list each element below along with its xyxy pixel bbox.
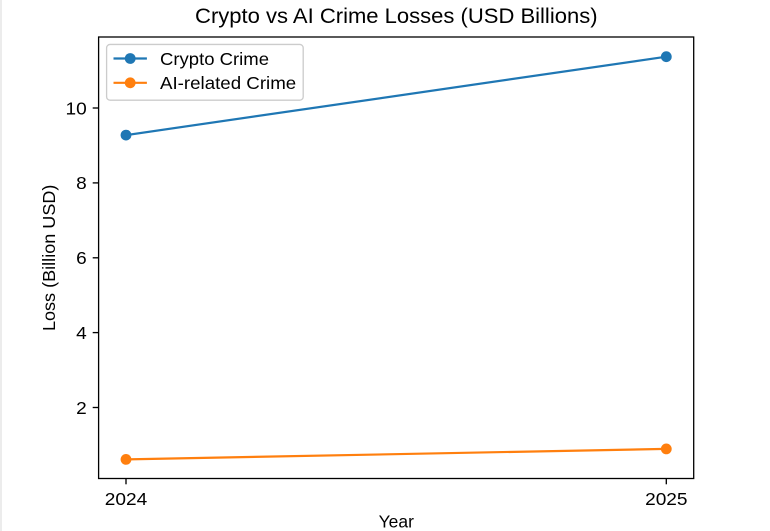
svg-text:2025: 2025 — [645, 489, 688, 509]
svg-text:Crypto Crime: Crypto Crime — [160, 49, 269, 69]
svg-text:Loss (Billion USD): Loss (Billion USD) — [39, 185, 59, 332]
svg-text:4: 4 — [76, 323, 87, 343]
svg-text:2024: 2024 — [105, 489, 148, 509]
svg-text:Year: Year — [379, 511, 414, 531]
svg-text:Crypto vs AI Crime Losses (USD: Crypto vs AI Crime Losses (USD Billions) — [195, 5, 598, 28]
svg-text:2: 2 — [76, 398, 87, 418]
svg-text:8: 8 — [76, 173, 87, 193]
svg-text:AI-related Crime: AI-related Crime — [160, 73, 296, 93]
svg-text:6: 6 — [76, 248, 87, 268]
svg-text:10: 10 — [66, 98, 87, 118]
